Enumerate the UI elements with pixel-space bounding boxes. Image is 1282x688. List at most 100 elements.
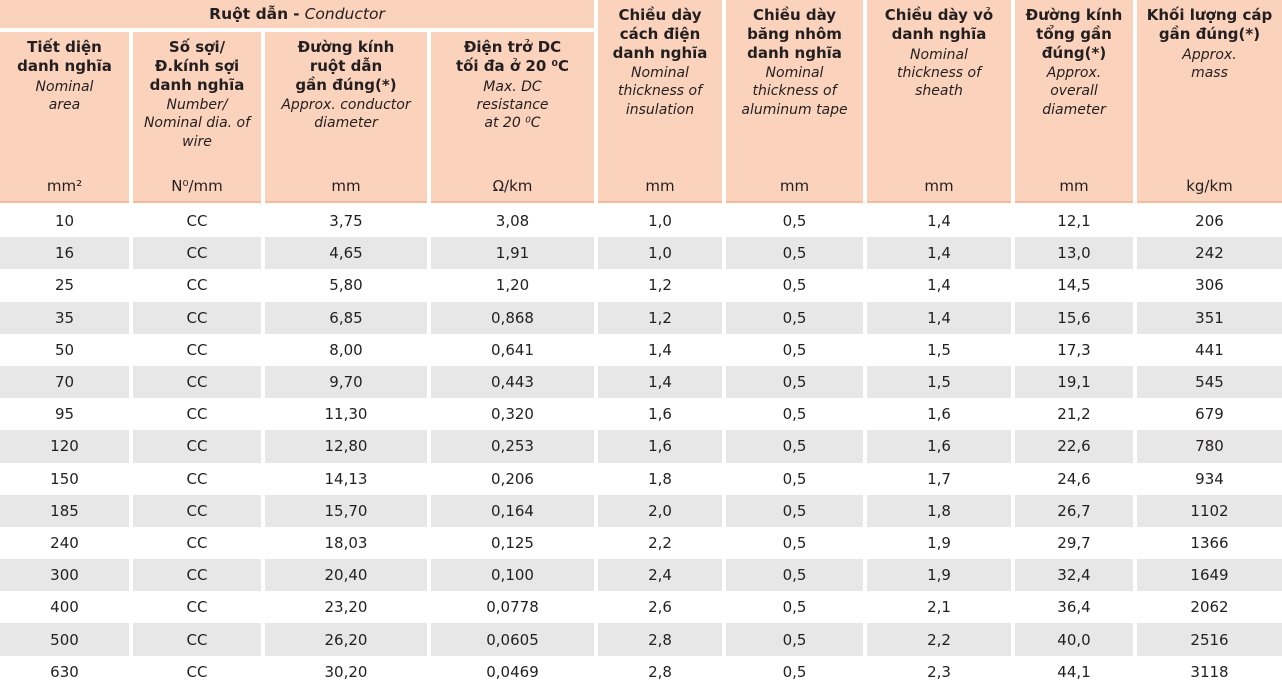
col-unit: mm xyxy=(924,177,954,195)
col-header-nominal-area: Tiết diện danh nghĩa Nominal area mm² xyxy=(0,32,129,203)
table-cell: 0,868 xyxy=(431,301,594,334)
table-cell: CC xyxy=(133,398,261,431)
table-cell: 22,6 xyxy=(1015,430,1133,463)
table-cell: 36,4 xyxy=(1015,591,1133,624)
table-cell: 2,2 xyxy=(598,526,722,560)
group-header-en: Conductor xyxy=(304,5,385,23)
table-row: 630 CC 30,20 0,0469 2,8 0,5 2,3 44,1 3118 xyxy=(0,655,1282,688)
table-cell: 0,443 xyxy=(431,365,594,399)
table-cell: 185 xyxy=(0,494,129,527)
col-title-en: Nominal thickness of insulation xyxy=(617,65,703,118)
table-cell: CC xyxy=(133,494,261,527)
table-cell: 17,3 xyxy=(1015,333,1133,366)
col-unit: mm xyxy=(331,177,361,195)
table-cell: 0,0778 xyxy=(431,591,594,624)
table-cell: 16 xyxy=(0,237,129,270)
group-header-vi: Ruột dẫn xyxy=(209,5,289,23)
table-cell: 679 xyxy=(1137,398,1282,431)
table-cell: 545 xyxy=(1137,365,1282,399)
col-unit: N⁰/mm xyxy=(171,177,223,195)
table-cell: 0,5 xyxy=(726,462,863,495)
col-title-en: Number/ Nominal dia. of wire xyxy=(143,97,251,150)
table-cell: 25 xyxy=(0,269,129,302)
col-unit: mm² xyxy=(46,177,83,195)
col-title-en: Approx. conductor diameter xyxy=(281,97,411,132)
table-cell: 5,80 xyxy=(265,269,427,302)
table-cell: 11,30 xyxy=(265,398,427,431)
table-cell: 1,7 xyxy=(867,462,1011,495)
table-cell: 1,20 xyxy=(431,269,594,302)
table-cell: 1,5 xyxy=(867,333,1011,366)
group-header-conductor: Ruột dẫn - Conductor xyxy=(0,0,594,28)
table-cell: 1,0 xyxy=(598,205,722,238)
col-unit: mm xyxy=(779,177,810,195)
table-cell: 441 xyxy=(1137,333,1282,366)
table-cell: 0,5 xyxy=(726,623,863,656)
table-cell: 0,5 xyxy=(726,205,863,238)
col-title-en: Nominal thickness of aluminum tape xyxy=(741,65,848,118)
table-cell: 2,1 xyxy=(867,591,1011,624)
table-cell: 351 xyxy=(1137,301,1282,334)
col-header-overall-diameter: Đường kính tổng gần đúng(*) Approx. over… xyxy=(1015,0,1133,203)
table-cell: CC xyxy=(133,559,261,592)
table-cell: 18,03 xyxy=(265,526,427,560)
table-cell: 14,13 xyxy=(265,462,427,495)
table-cell: 4,65 xyxy=(265,237,427,270)
col-header-approx-mass: Khối lượng cáp gần đúng(*) Approx. mass … xyxy=(1137,0,1282,203)
table-cell: 0,5 xyxy=(726,365,863,399)
table-cell: 70 xyxy=(0,365,129,399)
col-title-vi: Chiều dày cách điện danh nghĩa xyxy=(612,6,708,62)
table-cell: 240 xyxy=(0,526,129,560)
table-row: 95 CC 11,30 0,320 1,6 0,5 1,6 21,2 679 xyxy=(0,398,1282,431)
table-cell: 0,641 xyxy=(431,333,594,366)
table-cell: 95 xyxy=(0,398,129,431)
table-row: 35 CC 6,85 0,868 1,2 0,5 1,4 15,6 351 xyxy=(0,301,1282,334)
table-cell: 630 xyxy=(0,655,129,688)
col-header-sheath-thickness: Chiều dày vỏ danh nghĩa Nominal thicknes… xyxy=(867,0,1011,203)
table-cell: 23,20 xyxy=(265,591,427,624)
table-cell: 0,5 xyxy=(726,526,863,560)
table-cell: 30,20 xyxy=(265,655,427,688)
table-cell: 2,3 xyxy=(867,655,1011,688)
group-header-separator: - xyxy=(293,5,300,23)
table-row: 150 CC 14,13 0,206 1,8 0,5 1,7 24,6 934 xyxy=(0,462,1282,495)
table-cell: 1,6 xyxy=(598,430,722,463)
col-header-aluminum-tape-thickness: Chiều dày băng nhôm danh nghĩa Nominal t… xyxy=(726,0,863,203)
table-cell: CC xyxy=(133,365,261,399)
col-title-vi: Khối lượng cáp gần đúng(*) xyxy=(1146,6,1273,43)
table-cell: 1,8 xyxy=(867,494,1011,527)
table-cell: 21,2 xyxy=(1015,398,1133,431)
table-row: 10 CC 3,75 3,08 1,0 0,5 1,4 12,1 206 xyxy=(0,205,1282,238)
table-cell: 2062 xyxy=(1137,591,1282,624)
col-title-en: Max. DC resistance at 20 ⁰C xyxy=(476,78,549,131)
table-cell: 1,9 xyxy=(867,526,1011,560)
table-row: 400 CC 23,20 0,0778 2,6 0,5 2,1 36,4 2062 xyxy=(0,591,1282,624)
table-cell: 1102 xyxy=(1137,494,1282,527)
table-cell: 1,2 xyxy=(598,269,722,302)
table-cell: 35 xyxy=(0,301,129,334)
table-cell: 1,6 xyxy=(867,398,1011,431)
table-row: 240 CC 18,03 0,125 2,2 0,5 1,9 29,7 1366 xyxy=(0,526,1282,560)
table-cell: 1,9 xyxy=(867,559,1011,592)
col-unit: mm xyxy=(1059,177,1089,195)
table-cell: 1,6 xyxy=(867,430,1011,463)
table-cell: 26,7 xyxy=(1015,494,1133,527)
table-cell: 1,4 xyxy=(867,301,1011,334)
table-cell: 19,1 xyxy=(1015,365,1133,399)
table-cell: 1,0 xyxy=(598,237,722,270)
table-cell: 40,0 xyxy=(1015,623,1133,656)
table-cell: CC xyxy=(133,301,261,334)
table-cell: CC xyxy=(133,333,261,366)
table-cell: 3,08 xyxy=(431,205,594,238)
table-cell: 1366 xyxy=(1137,526,1282,560)
table-cell: 1,91 xyxy=(431,237,594,270)
table-cell: 10 xyxy=(0,205,129,238)
table-cell: 0,5 xyxy=(726,398,863,431)
table-cell: 12,1 xyxy=(1015,205,1133,238)
col-title-vi: Số sợi/ Đ.kính sợi danh nghĩa xyxy=(149,38,245,94)
table-cell: 1,4 xyxy=(867,205,1011,238)
table-cell: 32,4 xyxy=(1015,559,1133,592)
table-cell: 0,0469 xyxy=(431,655,594,688)
table-cell: 6,85 xyxy=(265,301,427,334)
col-header-insulation-thickness: Chiều dày cách điện danh nghĩa Nominal t… xyxy=(598,0,722,203)
